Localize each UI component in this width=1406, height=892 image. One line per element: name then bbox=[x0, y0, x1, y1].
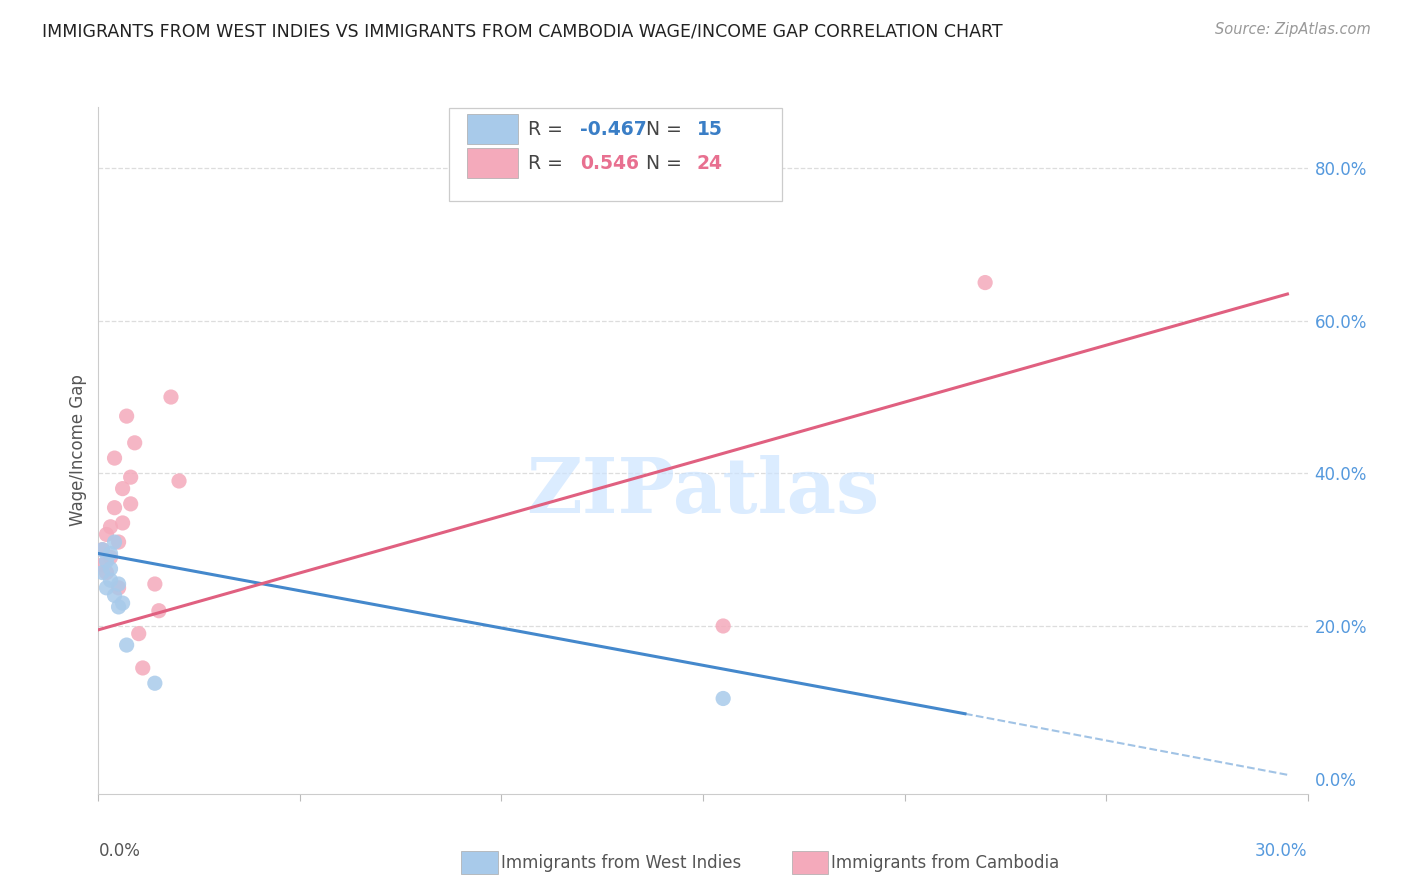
Text: -0.467: -0.467 bbox=[579, 120, 647, 138]
Point bbox=[100, 520, 122, 534]
Text: 0.0%: 0.0% bbox=[98, 842, 141, 860]
FancyBboxPatch shape bbox=[467, 148, 517, 178]
Point bbox=[103, 451, 125, 466]
Point bbox=[107, 535, 129, 549]
Point bbox=[111, 516, 134, 530]
Point bbox=[96, 527, 118, 541]
Point bbox=[124, 435, 146, 450]
Point bbox=[91, 566, 114, 580]
Point bbox=[143, 676, 166, 690]
Point bbox=[96, 566, 118, 580]
Text: 30.0%: 30.0% bbox=[1256, 842, 1308, 860]
FancyBboxPatch shape bbox=[467, 114, 517, 145]
Point bbox=[132, 661, 155, 675]
Point bbox=[100, 573, 122, 587]
Point bbox=[107, 581, 129, 595]
Point bbox=[100, 546, 122, 561]
Text: IMMIGRANTS FROM WEST INDIES VS IMMIGRANTS FROM CAMBODIA WAGE/INCOME GAP CORRELAT: IMMIGRANTS FROM WEST INDIES VS IMMIGRANT… bbox=[42, 22, 1002, 40]
Text: 15: 15 bbox=[697, 120, 723, 138]
Point bbox=[128, 626, 150, 640]
Point bbox=[167, 474, 190, 488]
Point bbox=[103, 535, 125, 549]
Text: ZIPatlas: ZIPatlas bbox=[526, 455, 880, 529]
Y-axis label: Wage/Income Gap: Wage/Income Gap bbox=[69, 375, 87, 526]
Text: R =: R = bbox=[527, 153, 575, 173]
Point bbox=[103, 500, 125, 515]
Text: 0.546: 0.546 bbox=[579, 153, 638, 173]
Text: Source: ZipAtlas.com: Source: ZipAtlas.com bbox=[1215, 22, 1371, 37]
Point bbox=[107, 577, 129, 591]
Point bbox=[91, 542, 114, 557]
Text: N =: N = bbox=[647, 120, 688, 138]
Point bbox=[107, 599, 129, 614]
Point bbox=[120, 497, 142, 511]
Text: N =: N = bbox=[647, 153, 688, 173]
Text: Immigrants from West Indies: Immigrants from West Indies bbox=[501, 854, 741, 871]
Point bbox=[115, 409, 138, 423]
Point bbox=[120, 470, 142, 484]
Point bbox=[711, 619, 734, 633]
Point bbox=[974, 276, 997, 290]
Text: R =: R = bbox=[527, 120, 568, 138]
Point bbox=[111, 482, 134, 496]
Point bbox=[115, 638, 138, 652]
Point bbox=[100, 550, 122, 565]
Text: 24: 24 bbox=[697, 153, 723, 173]
Point bbox=[96, 554, 118, 568]
Point bbox=[160, 390, 183, 404]
Point bbox=[91, 558, 114, 572]
Point bbox=[148, 604, 170, 618]
Point bbox=[111, 596, 134, 610]
Point bbox=[103, 589, 125, 603]
Point bbox=[143, 577, 166, 591]
Text: Immigrants from Cambodia: Immigrants from Cambodia bbox=[831, 854, 1059, 871]
Point bbox=[100, 562, 122, 576]
Point bbox=[91, 542, 114, 557]
Point bbox=[96, 581, 118, 595]
FancyBboxPatch shape bbox=[449, 109, 782, 201]
Point bbox=[711, 691, 734, 706]
